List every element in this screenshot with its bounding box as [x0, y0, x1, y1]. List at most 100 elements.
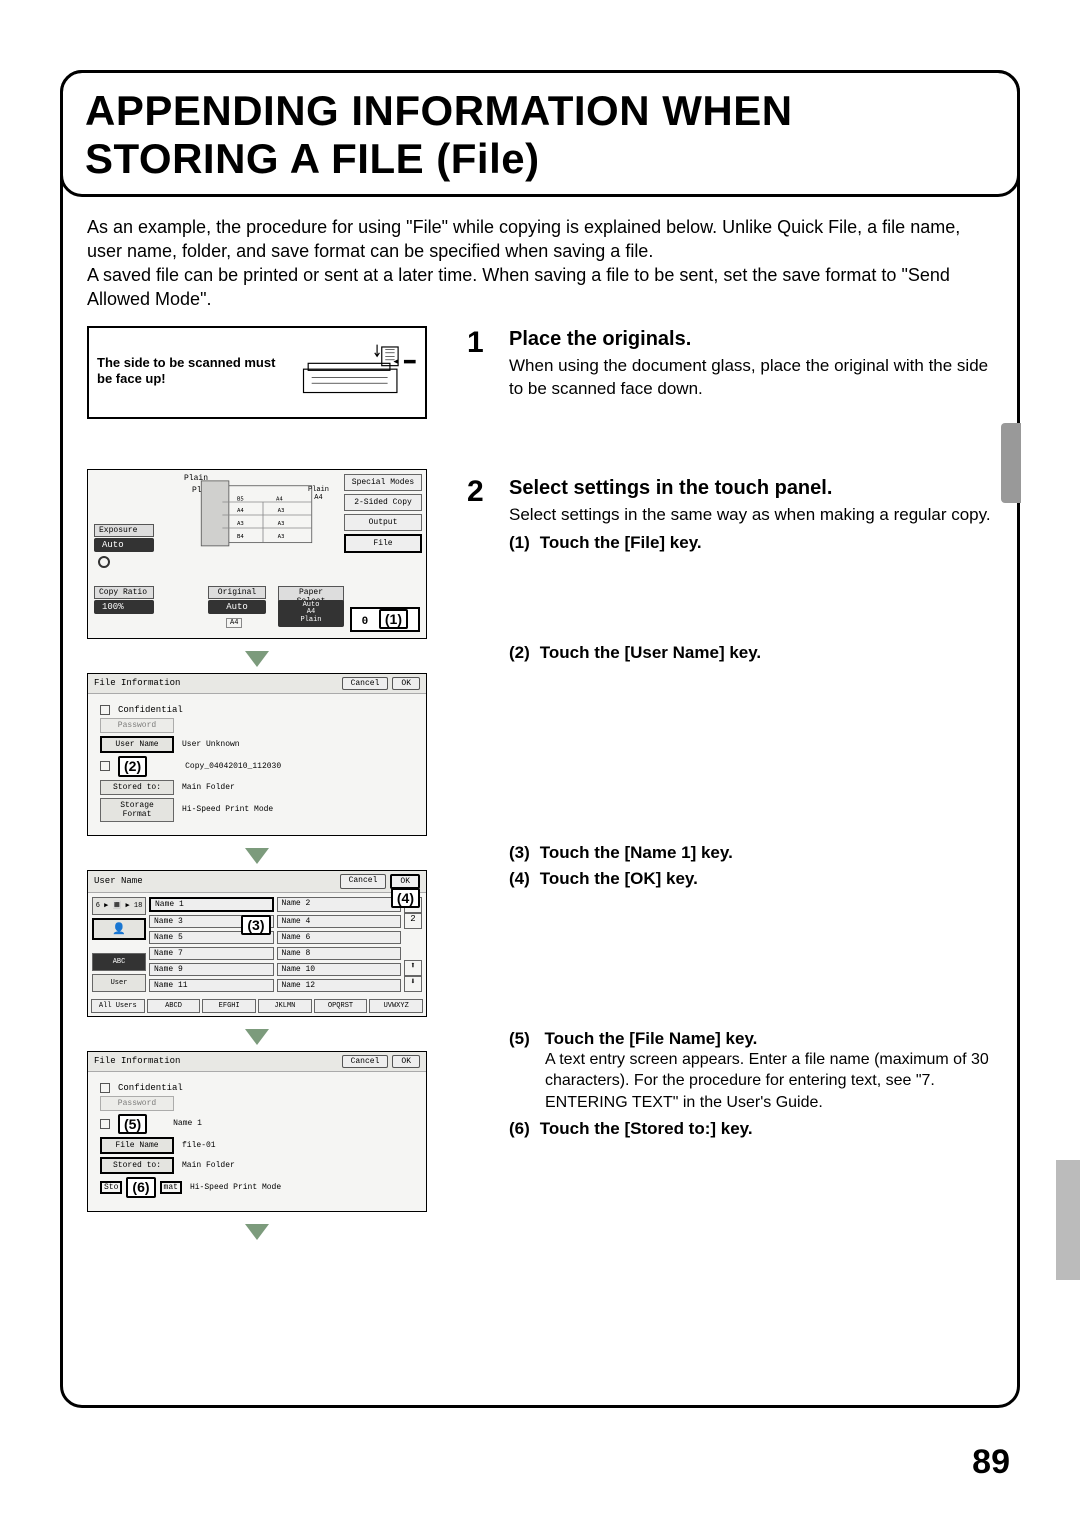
- down-arrow-icon: [245, 1029, 269, 1045]
- name-1-button[interactable]: Name 1: [149, 897, 274, 912]
- confidential-checkbox[interactable]: [100, 1083, 110, 1093]
- exposure-label: Exposure: [94, 524, 154, 537]
- file-name-value: Copy_04042010_112030: [181, 762, 281, 771]
- sub-num: (5): [509, 1029, 530, 1048]
- step-number: 2: [467, 475, 491, 1144]
- scroll-up-button[interactable]: ⬆: [404, 960, 422, 976]
- storage-format-button[interactable]: Storage Format: [100, 798, 174, 822]
- tab-uvwxyz[interactable]: UVWXYZ: [369, 999, 423, 1013]
- name-3-button[interactable]: Name 3 (3): [149, 915, 274, 928]
- storage-format-value: Hi-Speed Print Mode: [178, 805, 273, 814]
- original-label: Original: [208, 586, 266, 599]
- down-arrow-icon: [245, 848, 269, 864]
- right-column: 1 Place the originals. When using the do…: [467, 326, 993, 1246]
- down-arrow-icon: [245, 651, 269, 667]
- page-number: 89: [972, 1443, 1010, 1482]
- stored-to-button[interactable]: Stored to:: [100, 1157, 174, 1174]
- scroll-down-button[interactable]: ⬇: [404, 976, 422, 992]
- callout-5: (5): [118, 1114, 147, 1135]
- step-title: Select settings in the touch panel.: [509, 477, 993, 500]
- sub-desc: A text entry screen appears. Enter a fil…: [545, 1049, 993, 1114]
- ok-button[interactable]: OK (4): [390, 874, 420, 889]
- name-11-button[interactable]: Name 11: [149, 979, 274, 992]
- name-10-button[interactable]: Name 10: [277, 963, 402, 976]
- user-icon[interactable]: 👤: [92, 918, 146, 940]
- sub-title: Touch the [Name 1] key.: [540, 843, 733, 863]
- file-info-panel-2: File Information Cancel OK Confidential …: [87, 1051, 427, 1213]
- tab-opqrst[interactable]: OPQRST: [314, 999, 368, 1013]
- printer-icon: [300, 334, 417, 409]
- storage-format-value: Hi-Speed Print Mode: [186, 1183, 281, 1192]
- name-7-button[interactable]: Name 7: [149, 947, 274, 960]
- name-9-button[interactable]: Name 9: [149, 963, 274, 976]
- range-indicator: 6 ▶ 🔳 ▶ 18: [92, 897, 146, 915]
- user-name-value: User Unknown: [178, 740, 240, 749]
- stored-to-value: Main Folder: [178, 1161, 235, 1170]
- sub-title: Touch the [File] key.: [540, 533, 702, 553]
- user-name-title: User Name: [94, 876, 143, 886]
- tab-abcd[interactable]: ABCD: [147, 999, 201, 1013]
- copy-side-buttons: Special Modes 2-Sided Copy Output File: [344, 474, 422, 553]
- copy-ratio-value[interactable]: 100%: [94, 600, 154, 614]
- callout-6: (6): [126, 1177, 155, 1198]
- name-12-button[interactable]: Name 12: [277, 979, 402, 992]
- cancel-button[interactable]: Cancel: [342, 1055, 389, 1068]
- stored-to-value: Main Folder: [178, 783, 235, 792]
- tab-jklmn[interactable]: JKLMN: [258, 999, 312, 1013]
- svg-text:A3: A3: [278, 521, 285, 527]
- confidential-checkbox[interactable]: [100, 705, 110, 715]
- mat-fragment: mat: [160, 1181, 182, 1194]
- tray-icon: B5 A4 A3 B4 A3 A3 A3 A4: [198, 478, 328, 578]
- ok-button[interactable]: OK: [392, 1055, 420, 1068]
- scanner-illustration: The side to be scanned must be face up!: [87, 326, 427, 419]
- callout-1: (1): [379, 609, 408, 629]
- exposure-value[interactable]: Auto: [94, 538, 154, 552]
- tab-efghi[interactable]: EFGHI: [202, 999, 256, 1013]
- password-button: Password: [100, 718, 174, 733]
- file-info-title: File Information: [94, 1056, 180, 1066]
- name-4-button[interactable]: Name 4: [277, 915, 402, 928]
- original-value[interactable]: Auto: [208, 600, 266, 614]
- svg-text:A3: A3: [278, 508, 285, 514]
- file-button[interactable]: File: [344, 534, 422, 553]
- step-text: When using the document glass, place the…: [509, 355, 993, 401]
- step-2: 2 Select settings in the touch panel. Se…: [467, 475, 993, 1144]
- step-number: 1: [467, 326, 491, 401]
- page-frame: APPENDING INFORMATION WHEN STORING A FIL…: [60, 70, 1020, 1408]
- special-modes-button[interactable]: Special Modes: [344, 474, 422, 491]
- copy-panel: Special Modes 2-Sided Copy Output File 0…: [87, 469, 427, 639]
- two-sided-button[interactable]: 2-Sided Copy: [344, 494, 422, 511]
- callout-3: (3): [241, 915, 270, 936]
- step-text: Select settings in the same way as when …: [509, 504, 993, 527]
- svg-text:A4: A4: [276, 496, 283, 502]
- file-name-button[interactable]: File Name: [100, 1137, 174, 1154]
- sto-fragment: Sto: [100, 1181, 122, 1194]
- title-box: APPENDING INFORMATION WHEN STORING A FIL…: [60, 70, 1020, 197]
- sub-num: (6): [509, 1119, 530, 1139]
- stored-to-button[interactable]: Stored to:: [100, 780, 174, 795]
- cancel-button[interactable]: Cancel: [342, 677, 389, 690]
- cancel-button[interactable]: Cancel: [340, 874, 387, 889]
- name-8-button[interactable]: Name 8: [277, 947, 402, 960]
- file-info-title: File Information: [94, 678, 180, 688]
- sub-title: Touch the [Stored to:] key.: [540, 1119, 753, 1139]
- confidential-label: Confidential: [118, 705, 183, 715]
- sub-title: Touch the [User Name] key.: [540, 643, 761, 663]
- confidential-label: Confidential: [118, 1083, 183, 1093]
- output-button[interactable]: Output: [344, 514, 422, 531]
- user-name-button[interactable]: User Name: [100, 736, 174, 753]
- abc-tab[interactable]: ABC: [92, 953, 146, 971]
- name-2-button[interactable]: Name 2: [277, 897, 402, 912]
- file-name-value: file-01: [178, 1141, 216, 1150]
- sub-title: Touch the [OK] key.: [540, 869, 698, 889]
- user-tab[interactable]: User: [92, 974, 146, 992]
- tab-all[interactable]: All Users: [91, 999, 145, 1013]
- intro-line-1: As an example, the procedure for using "…: [87, 215, 993, 264]
- name-6-button[interactable]: Name 6: [277, 931, 402, 944]
- paper-select-value[interactable]: Auto A4 Plain: [278, 600, 344, 627]
- callout-2: (2): [118, 756, 147, 777]
- user-name-value: Name 1: [169, 1119, 202, 1128]
- ok-button[interactable]: OK: [392, 677, 420, 690]
- file-info-panel-1: File Information Cancel OK Confidential …: [87, 673, 427, 836]
- sub-num: (4): [509, 869, 530, 889]
